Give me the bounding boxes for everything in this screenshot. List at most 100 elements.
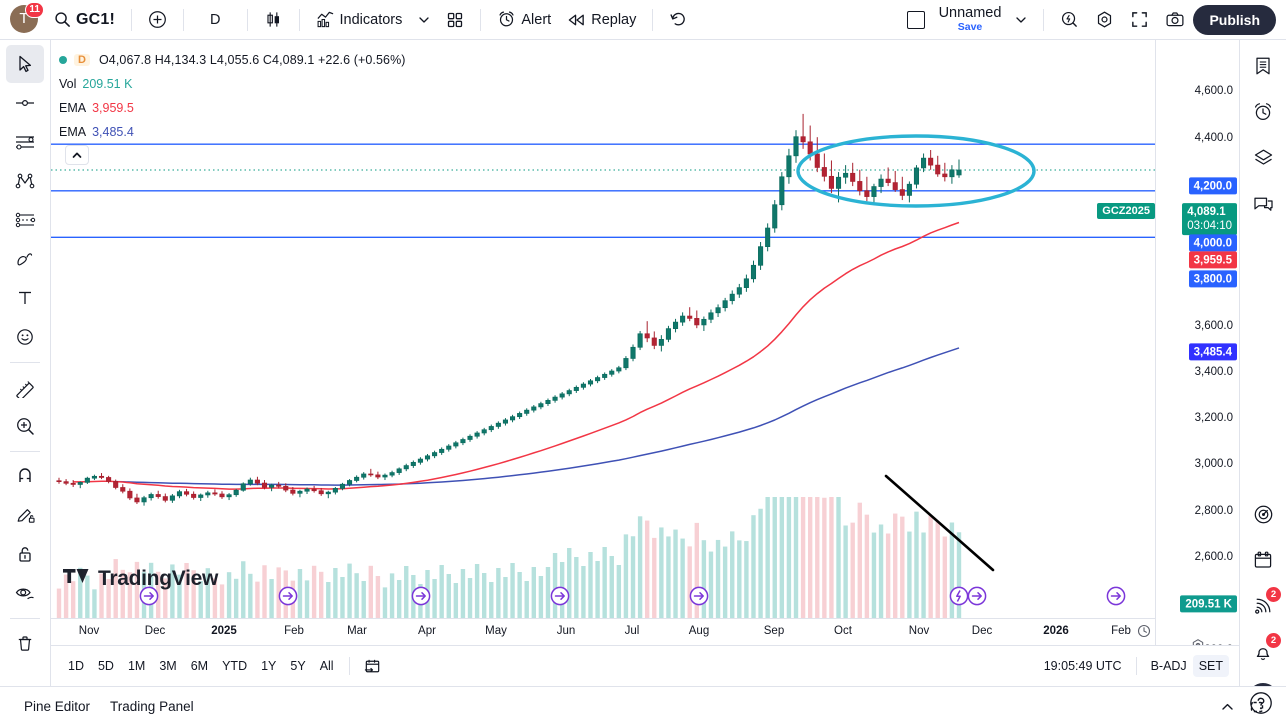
chart-clock[interactable]: 19:05:49 UTC bbox=[1043, 659, 1122, 673]
divider bbox=[348, 657, 350, 675]
chart-settings-button[interactable] bbox=[1087, 5, 1122, 35]
tab-pine-editor[interactable]: Pine Editor bbox=[24, 699, 91, 714]
price-line-4200[interactable]: 4,200.0 bbox=[1188, 177, 1237, 195]
legend-volume-row[interactable]: Vol 209.51 K bbox=[59, 72, 406, 96]
ema-fast-line[interactable] bbox=[73, 221, 960, 490]
indicators-dropdown[interactable] bbox=[410, 5, 438, 35]
chart-container[interactable]: TradingView GCZ2025 D O4,067.8 H4,134.3 … bbox=[51, 40, 1239, 645]
legend-ema-slow-row[interactable]: EMA 3,485.4 bbox=[59, 120, 406, 144]
layout-select-button[interactable] bbox=[899, 5, 933, 35]
ema-fast-label[interactable]: 3,959.5 bbox=[1188, 251, 1237, 269]
ema-slow-line[interactable] bbox=[115, 347, 960, 486]
timeframe-6m[interactable]: 6M bbox=[190, 659, 209, 673]
volume-bar bbox=[63, 574, 69, 618]
indicators-button[interactable]: Indicators bbox=[308, 5, 411, 35]
timeframe-1y[interactable]: 1Y bbox=[261, 659, 277, 673]
legend-ohlc-row[interactable]: D O4,067.8 H4,134.3 L4,055.6 C4,089.1 +2… bbox=[59, 48, 406, 72]
help-button[interactable] bbox=[1244, 686, 1278, 720]
volume-bar bbox=[474, 564, 480, 618]
fullscreen-button[interactable] bbox=[1122, 5, 1157, 35]
pitchfork-tool[interactable] bbox=[6, 162, 44, 200]
last-price-label[interactable]: 4,089.1 03:04:10 bbox=[1182, 203, 1237, 235]
fib-tool[interactable] bbox=[6, 201, 44, 239]
legend-collapse-button[interactable] bbox=[65, 145, 89, 165]
brush-tool[interactable] bbox=[6, 240, 44, 278]
interval-selector[interactable]: D bbox=[192, 5, 238, 35]
layout-name-button[interactable]: Unnamed Save bbox=[933, 6, 1008, 32]
downtrend-line[interactable] bbox=[884, 474, 995, 572]
notifications-panel[interactable]: 2 bbox=[1245, 633, 1281, 670]
layout-save-link[interactable]: Save bbox=[957, 20, 983, 33]
candlestick-series[interactable] bbox=[56, 113, 962, 506]
ideas-panel[interactable] bbox=[1245, 496, 1281, 532]
volume-label[interactable]: 209.51 K bbox=[1180, 595, 1237, 613]
earnings-arrow-icon[interactable] bbox=[966, 585, 988, 607]
quick-search-button[interactable] bbox=[1052, 5, 1087, 35]
volume-bar bbox=[99, 573, 104, 618]
publish-label: Publish bbox=[1209, 11, 1260, 28]
trend-line-tool[interactable] bbox=[6, 84, 44, 122]
avatar[interactable]: T 11 bbox=[10, 1, 44, 35]
remove-drawings-tool[interactable] bbox=[6, 624, 44, 662]
indicator-templates-button[interactable] bbox=[438, 5, 472, 35]
earnings-arrow-icon[interactable] bbox=[410, 585, 432, 607]
ema-slow-label[interactable]: 3,485.4 bbox=[1188, 343, 1237, 361]
timeframe-3m[interactable]: 3M bbox=[159, 659, 177, 673]
data-window-panel[interactable] bbox=[1245, 140, 1281, 176]
candle-body bbox=[240, 483, 246, 491]
alerts-panel[interactable] bbox=[1245, 94, 1281, 130]
price-line-4000[interactable]: 4,000.0 bbox=[1188, 234, 1237, 252]
chart-style-selector[interactable] bbox=[256, 5, 291, 35]
watchlist-panel[interactable] bbox=[1245, 48, 1281, 84]
zoom-tool[interactable] bbox=[6, 407, 44, 445]
session-toggle[interactable]: SET bbox=[1192, 655, 1229, 677]
stream-panel[interactable]: 2 bbox=[1245, 587, 1281, 624]
adjustment-toggle[interactable]: B-ADJ bbox=[1150, 659, 1187, 673]
cursor-tool[interactable] bbox=[6, 45, 44, 83]
measure-tool[interactable] bbox=[6, 368, 44, 406]
publish-button[interactable]: Publish bbox=[1193, 4, 1276, 35]
chart-plot-area[interactable]: TradingView GCZ2025 bbox=[51, 40, 1155, 618]
earnings-arrow-icon[interactable] bbox=[1105, 585, 1127, 607]
replay-button[interactable]: Replay bbox=[559, 5, 644, 35]
timeframe-all[interactable]: All bbox=[319, 659, 334, 673]
lock-drawings-tool[interactable] bbox=[6, 535, 44, 573]
timeframe-1m[interactable]: 1M bbox=[127, 659, 146, 673]
layout-dropdown[interactable] bbox=[1007, 5, 1035, 35]
text-tool[interactable] bbox=[6, 279, 44, 317]
price-axis[interactable]: 4,600.0 4,400.0 3,600.0 3,400.0 3,200.0 3,000… bbox=[1155, 40, 1239, 645]
volume-bar bbox=[574, 557, 579, 618]
calendar-panel[interactable] bbox=[1245, 542, 1281, 578]
time-axis-tick: Feb bbox=[284, 625, 304, 637]
footer-collapse-button[interactable] bbox=[1212, 693, 1242, 721]
emoji-tool[interactable] bbox=[6, 318, 44, 356]
candle-body bbox=[396, 468, 402, 473]
snapshot-button[interactable] bbox=[1157, 5, 1193, 35]
earnings-arrow-icon[interactable] bbox=[138, 585, 160, 607]
add-symbol-button[interactable] bbox=[140, 5, 175, 35]
timeframe-1d[interactable]: 1D bbox=[68, 659, 84, 673]
tab-trading-panel[interactable]: Trading Panel bbox=[110, 699, 194, 714]
undo-button[interactable] bbox=[661, 5, 696, 35]
horizontal-lines-tool[interactable] bbox=[6, 123, 44, 161]
time-axis[interactable]: Nov Dec 2025 Feb Mar Apr May Jun Jul Aug Sep Oct Nov… bbox=[51, 618, 1155, 645]
hide-drawings-tool[interactable] bbox=[6, 574, 44, 612]
magnet-tool[interactable] bbox=[6, 457, 44, 495]
chat-panel[interactable] bbox=[1245, 186, 1281, 222]
legend-ema-fast-row[interactable]: EMA 3,959.5 bbox=[59, 96, 406, 120]
price-axis-settings-button[interactable] bbox=[1190, 638, 1205, 645]
time-axis-clock-button[interactable] bbox=[1137, 624, 1151, 643]
consolidation-ellipse[interactable] bbox=[796, 134, 1036, 208]
price-line-3800[interactable]: 3,800.0 bbox=[1188, 270, 1237, 288]
earnings-arrow-icon[interactable] bbox=[549, 585, 571, 607]
earnings-arrow-icon[interactable] bbox=[277, 585, 299, 607]
drawing-mode-tool[interactable] bbox=[6, 496, 44, 534]
alert-button[interactable]: Alert bbox=[489, 5, 559, 35]
dividend-bolt-icon[interactable] bbox=[948, 585, 970, 607]
timeframe-5d[interactable]: 5D bbox=[97, 659, 114, 673]
earnings-arrow-icon[interactable] bbox=[688, 585, 710, 607]
symbol-search[interactable]: GC1! bbox=[46, 5, 123, 35]
date-range-button[interactable] bbox=[358, 652, 388, 680]
timeframe-5y[interactable]: 5Y bbox=[290, 659, 306, 673]
timeframe-ytd[interactable]: YTD bbox=[222, 659, 248, 673]
